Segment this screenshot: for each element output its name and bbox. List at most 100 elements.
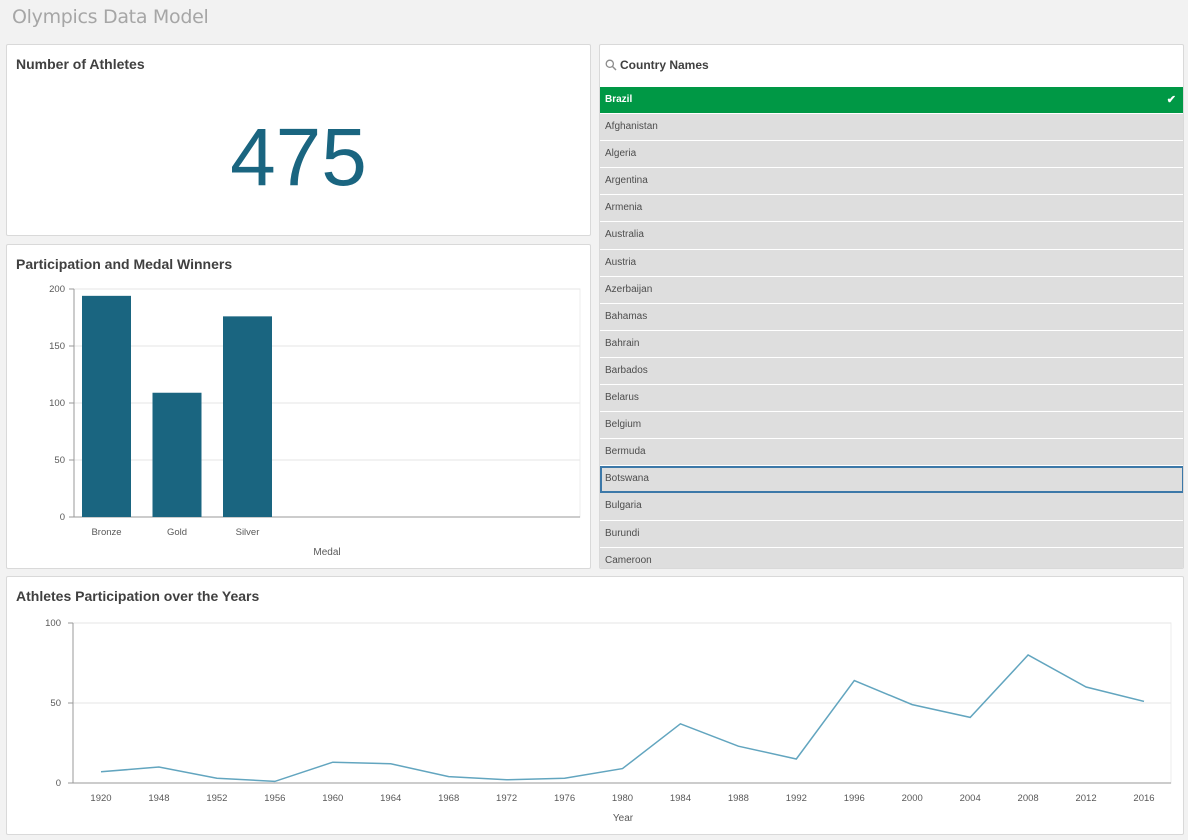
x-tick-label: 1964 — [380, 793, 401, 804]
kpi-title: Number of Athletes — [16, 56, 145, 72]
data-point-1964[interactable] — [389, 762, 392, 765]
country-item-argentina[interactable]: Argentina — [600, 168, 1183, 196]
y-tick-label: 200 — [49, 284, 65, 295]
country-item-barbados[interactable]: Barbados — [600, 357, 1183, 386]
x-tick-label: 1956 — [264, 793, 285, 804]
y-tick-label: 100 — [49, 398, 65, 409]
data-point-1968[interactable] — [447, 775, 450, 778]
bar-gold[interactable] — [152, 392, 202, 517]
data-point-1984[interactable] — [679, 722, 682, 725]
kpi-value: 475 — [230, 112, 367, 203]
data-point-1948[interactable] — [157, 766, 160, 769]
x-tick-label: Gold — [167, 527, 187, 538]
checkmark-icon: ✔ — [1166, 94, 1176, 106]
data-point-1976[interactable] — [563, 777, 566, 780]
line-chart[interactable]: 0 50 100 1920 1948 1952 1956 1960 1964 1968 1972 19… — [7, 577, 1185, 836]
search-icon — [605, 59, 617, 71]
data-point-1952[interactable] — [215, 777, 218, 780]
data-point-1972[interactable] — [505, 778, 508, 781]
y-tick-label: 50 — [54, 455, 65, 466]
country-item-cameroon[interactable]: Cameroon — [600, 547, 1183, 568]
country-item-label: Botswana — [605, 473, 649, 485]
country-item-label: Belgium — [605, 419, 642, 431]
x-tick-label: Silver — [236, 527, 260, 538]
country-item-label: Austria — [605, 256, 637, 268]
country-item-armenia[interactable]: Armenia — [600, 195, 1183, 223]
country-item-bulgaria[interactable]: Bulgaria — [600, 493, 1183, 521]
country-item-label: Bermuda — [605, 446, 646, 458]
x-tick-label: 1984 — [670, 793, 691, 804]
x-tick-label: 1980 — [612, 793, 633, 804]
data-point-1960[interactable] — [331, 761, 334, 764]
country-item-belgium[interactable]: Belgium — [600, 412, 1183, 440]
x-tick-label: 1920 — [90, 793, 111, 804]
country-item-burundi[interactable]: Burundi — [600, 520, 1183, 548]
y-tick-label: 150 — [49, 341, 65, 352]
country-item-bahrain[interactable]: Bahrain — [600, 330, 1183, 358]
x-tick-label: Bronze — [91, 527, 121, 538]
data-point-1920[interactable] — [100, 770, 103, 773]
country-item-label: Armenia — [605, 202, 643, 214]
y-tick-label: 50 — [50, 698, 61, 709]
country-item-belarus[interactable]: Belarus — [600, 385, 1183, 413]
country-item-austria[interactable]: Austria — [600, 249, 1183, 277]
x-tick-label: 1988 — [728, 793, 749, 804]
country-item-label: Brazil — [605, 94, 633, 105]
bar-bronze[interactable] — [82, 295, 131, 517]
country-item-label: Barbados — [605, 364, 648, 376]
filter-header[interactable]: Country Names — [600, 45, 1183, 87]
filter-title: Country Names — [620, 58, 709, 72]
y-tick-label: 100 — [45, 618, 61, 629]
x-tick-label: 2012 — [1075, 793, 1096, 804]
country-item-label: Australia — [605, 229, 644, 241]
country-item-label: Azerbaijan — [605, 283, 653, 295]
country-item-bermuda[interactable]: Bermuda — [600, 439, 1183, 467]
country-item-label: Belarus — [605, 392, 639, 404]
country-item-botswana[interactable]: Botswana — [600, 466, 1183, 494]
data-point-2016[interactable] — [1143, 700, 1146, 703]
bar-silver[interactable] — [223, 316, 272, 517]
x-tick-label: 1992 — [786, 793, 807, 804]
data-point-2000[interactable] — [911, 703, 914, 706]
data-point-1992[interactable] — [795, 758, 798, 761]
country-item-label: Bahrain — [605, 337, 640, 349]
data-point-2004[interactable] — [969, 716, 972, 719]
x-tick-label: 1948 — [148, 793, 169, 804]
country-item-label: Bulgaria — [605, 500, 642, 512]
line-chart-card[interactable]: Athletes Participation over the Years 0 5… — [6, 576, 1184, 835]
app-title: Olympics Data Model — [12, 6, 209, 28]
country-item-afghanistan[interactable]: Afghanistan — [600, 114, 1183, 142]
kpi-card[interactable]: Number of Athletes 475 — [6, 44, 591, 236]
y-tick-label: 0 — [56, 778, 61, 789]
bar-chart[interactable]: 0 50 100 150 200 Bronze Gold Silver Medal — [7, 245, 592, 570]
country-item-algeria[interactable]: Algeria — [600, 141, 1183, 169]
country-item-label: Bahamas — [605, 310, 648, 322]
x-axis-title: Year — [613, 813, 634, 824]
data-point-2012[interactable] — [1085, 686, 1088, 689]
country-item-label: Burundi — [605, 527, 640, 539]
bar-chart-title: Participation and Medal Winners — [16, 256, 233, 272]
data-point-2008[interactable] — [1027, 654, 1030, 657]
x-tick-label: 2016 — [1133, 793, 1154, 804]
country-item-bahamas[interactable]: Bahamas — [600, 303, 1183, 331]
x-tick-label: 2008 — [1018, 793, 1039, 804]
country-filter-pane[interactable]: Country Names Brazil ✔ Afghanistan Algeria A… — [599, 44, 1184, 569]
data-point-1956[interactable] — [273, 780, 276, 783]
line-chart-title: Athletes Participation over the Years — [16, 588, 260, 604]
x-tick-label: 1952 — [206, 793, 227, 804]
country-list[interactable]: Brazil ✔ Afghanistan Algeria Argentina Armeni… — [600, 87, 1183, 568]
country-item-label: Algeria — [605, 148, 637, 160]
country-item-label: Cameroon — [605, 554, 652, 566]
country-item-label: Afghanistan — [605, 121, 658, 133]
country-item-brazil[interactable]: Brazil ✔ — [600, 87, 1183, 115]
bar-chart-card[interactable]: Participation and Medal Winners 0 50 100 15… — [6, 244, 591, 569]
x-tick-label: 1960 — [322, 793, 343, 804]
x-tick-label: 1996 — [844, 793, 865, 804]
data-point-1980[interactable] — [621, 767, 624, 770]
y-tick-label: 0 — [60, 512, 65, 523]
country-item-australia[interactable]: Australia — [600, 222, 1183, 250]
data-point-1996[interactable] — [853, 679, 856, 682]
data-point-1988[interactable] — [737, 745, 740, 748]
country-item-azerbaijan[interactable]: Azerbaijan — [600, 276, 1183, 304]
series-line[interactable] — [100, 654, 1145, 783]
